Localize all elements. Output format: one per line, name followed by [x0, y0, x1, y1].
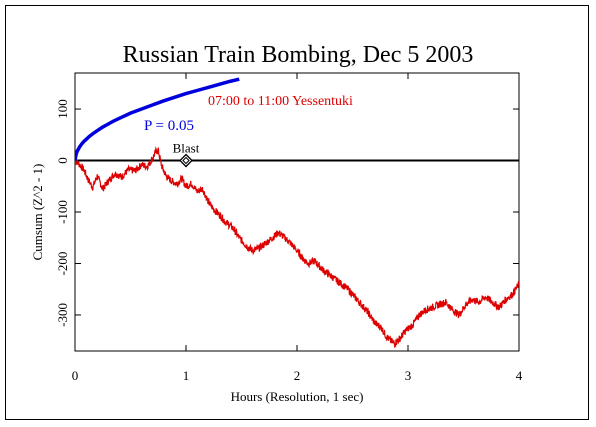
- y-tick-label: 0: [55, 157, 70, 164]
- x-tick-label: 3: [405, 368, 412, 383]
- outer-border: [5, 5, 589, 420]
- blast-diamond-inner: [182, 156, 190, 165]
- x-axis-label: Hours (Resolution, 1 sec): [231, 389, 364, 404]
- y-axis-label: Cumsum (Z^2 - 1): [30, 164, 45, 261]
- axis-ticks: [74, 73, 520, 351]
- y-tick-label: 100: [55, 99, 70, 119]
- blast-label: Blast: [173, 141, 200, 156]
- x-tick-label: 2: [294, 368, 301, 383]
- y-tick-labels: -300 -200 -100 0 100: [55, 99, 70, 327]
- x-tick-label: 0: [72, 368, 79, 383]
- x-tick-labels: 0 1 2 3 4: [72, 368, 523, 383]
- x-tick-label: 4: [516, 368, 523, 383]
- y-tick-label: -300: [55, 303, 70, 327]
- blast-marker: [179, 153, 193, 168]
- blast-diamond: [179, 153, 193, 168]
- y-tick-label: -200: [55, 252, 70, 276]
- series-label-yessentuki: 07:00 to 11:00 Yessentuki: [208, 94, 353, 109]
- chart-title: Russian Train Bombing, Dec 5 2003: [123, 42, 474, 68]
- series-line-p-005: [75, 77, 240, 161]
- series-label-p-005: P = 0.05: [144, 118, 194, 134]
- x-tick-label: 1: [183, 368, 190, 383]
- series-line-yessentuki: [75, 146, 519, 349]
- y-tick-label: -100: [55, 200, 70, 224]
